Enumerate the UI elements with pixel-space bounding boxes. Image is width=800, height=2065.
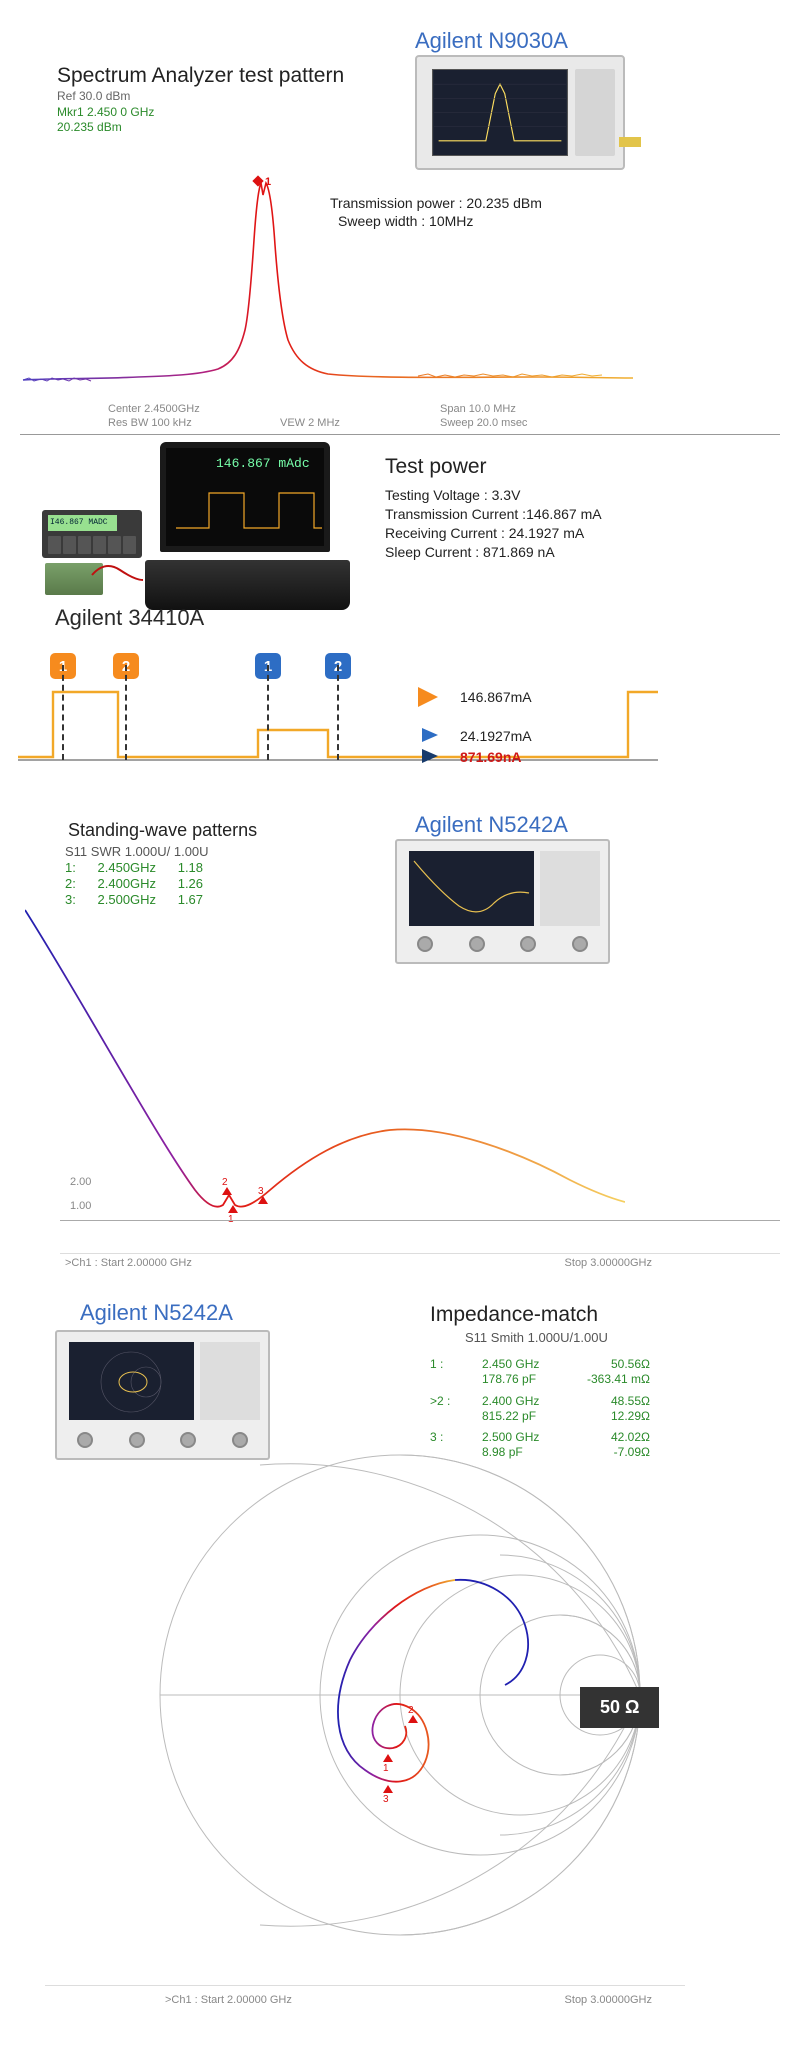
marker-number: 1: [265, 176, 271, 188]
smith-marker-1-label: 1: [383, 1763, 389, 1774]
laptop-keyboard: [145, 560, 350, 610]
axis-vew: VEW 2 MHz: [280, 417, 340, 429]
multimeter-image: I46.867 MADC: [42, 510, 142, 558]
y-tick-1: 1.00: [70, 1200, 91, 1212]
smith-marker-3: [383, 1785, 393, 1793]
swr-marker-3-label: 3: [258, 1186, 264, 1197]
axis-span: Span 10.0 MHz: [440, 403, 516, 415]
axis-sweep: Sweep 20.0 msec: [440, 417, 527, 429]
smith-marker-1: [383, 1754, 393, 1762]
swr-marker-3: [258, 1196, 268, 1204]
dashed-line: [125, 665, 127, 760]
ref-level: Ref 30.0 dBm: [57, 89, 130, 103]
tx-current: Transmission Current :146.867 mA: [385, 506, 602, 522]
instrument-image: [415, 55, 625, 170]
swr-marker-1: [228, 1205, 238, 1213]
instrument-screen: [69, 1342, 194, 1420]
instrument-panel: [575, 69, 615, 156]
rf-port: [619, 137, 641, 147]
arrow-icon: [422, 728, 438, 742]
arrow-icon: [422, 749, 438, 763]
impedance-row-1b: 178.76 pF-363.41 mΩ: [430, 1372, 650, 1386]
wave-value-3: 871.69nA: [460, 749, 521, 765]
axis-resbw: Res BW 100 kHz: [108, 417, 192, 429]
laptop-screen: 146.867 mAdc: [160, 442, 330, 552]
smith-marker-3-label: 3: [383, 1794, 389, 1805]
x-stop-label: Stop 3.00000GHz: [565, 1257, 652, 1269]
x-start-label: >Ch1 : Start 2.00000 GHz: [165, 1994, 292, 2006]
axis-center: Center 2.4500GHz: [108, 403, 200, 415]
instrument-label: Agilent N5242A: [80, 1300, 233, 1326]
swr-marker-2-label: 2: [222, 1177, 228, 1188]
section-title: Standing-wave patterns: [68, 820, 257, 841]
meter-label: Agilent 34410A: [55, 605, 204, 631]
x-stop-label: Stop 3.00000GHz: [565, 1994, 652, 2006]
laptop-image: 146.867 mAdc: [135, 440, 355, 610]
test-power-title: Test power: [385, 455, 487, 479]
dashed-line: [337, 665, 339, 760]
swr-subtitle: S11 SWR 1.000U/ 1.00U: [65, 844, 209, 859]
smith-bottom-line: [45, 1985, 685, 1986]
impedance-row-2b: 815.22 pF12.29Ω: [430, 1409, 650, 1423]
laptop-display-value: 146.867 mAdc: [216, 456, 310, 471]
marker-power: 20.235 dBm: [57, 120, 122, 134]
swr-chart: [25, 905, 625, 1235]
spectrum-chart: [18, 155, 636, 395]
impedance-row-3: 3 :2.500 GHz42.02Ω: [430, 1430, 650, 1444]
smith-marker-2-label: 2: [408, 1705, 414, 1716]
swr-row-1: 1: 2.450GHz 1.18: [65, 860, 203, 875]
wave-value-1: 146.867mA: [460, 689, 532, 705]
chart-marker: 1: [254, 176, 271, 188]
test-power-section: 146.867 mAdc I46.867 MADC Agilent 34410A…: [0, 435, 800, 810]
section-title: Impedance-match: [430, 1303, 598, 1327]
instrument-panel: [200, 1342, 260, 1420]
marker-freq: Mkr1 2.450 0 GHz: [57, 105, 154, 119]
sleep-current: Sleep Current : 871.869 nA: [385, 544, 555, 560]
instrument-screen: [432, 69, 568, 156]
testing-voltage: Testing Voltage : 3.3V: [385, 487, 520, 503]
y-tick-2: 2.00: [70, 1176, 91, 1188]
impedance-row-2: >2 :2.400 GHz48.55Ω: [430, 1394, 650, 1408]
x-start-label: >Ch1 : Start 2.00000 GHz: [65, 1257, 192, 1269]
swr-axis-bottom: [60, 1253, 780, 1254]
impedance-row-1: 1 :2.450 GHz50.56Ω: [430, 1357, 650, 1371]
dashed-line: [62, 665, 64, 760]
instrument-label: Agilent N5242A: [415, 812, 568, 838]
probe-cable: [90, 555, 145, 585]
smith-marker-2: [408, 1715, 418, 1723]
section-title: Spectrum Analyzer test pattern: [57, 64, 344, 88]
rx-current: Receiving Current : 24.1927 mA: [385, 525, 584, 541]
swr-marker-2: [222, 1187, 232, 1195]
arrow-icon: [418, 687, 438, 707]
smith-section: Agilent N5242A Impedance-match S11 Smith…: [0, 1295, 800, 2065]
instrument-label: Agilent N9030A: [415, 28, 568, 54]
swr-axis: [60, 1220, 780, 1221]
spectrum-analyzer-section: Spectrum Analyzer test pattern Ref 30.0 …: [0, 0, 800, 435]
dashed-line: [267, 665, 269, 760]
meter-display: I46.867 MADC: [48, 515, 117, 531]
swr-section: Standing-wave patterns S11 SWR 1.000U/ 1…: [0, 810, 800, 1295]
swr-row-2: 2: 2.400GHz 1.26: [65, 876, 203, 891]
smith-chart: [155, 1450, 645, 1940]
instrument-image: [55, 1330, 270, 1460]
wave-value-2: 24.1927mA: [460, 728, 532, 744]
smith-subtitle: S11 Smith 1.000U/1.00U: [465, 1330, 608, 1345]
fifty-ohm-badge: 50 Ω: [580, 1687, 659, 1728]
